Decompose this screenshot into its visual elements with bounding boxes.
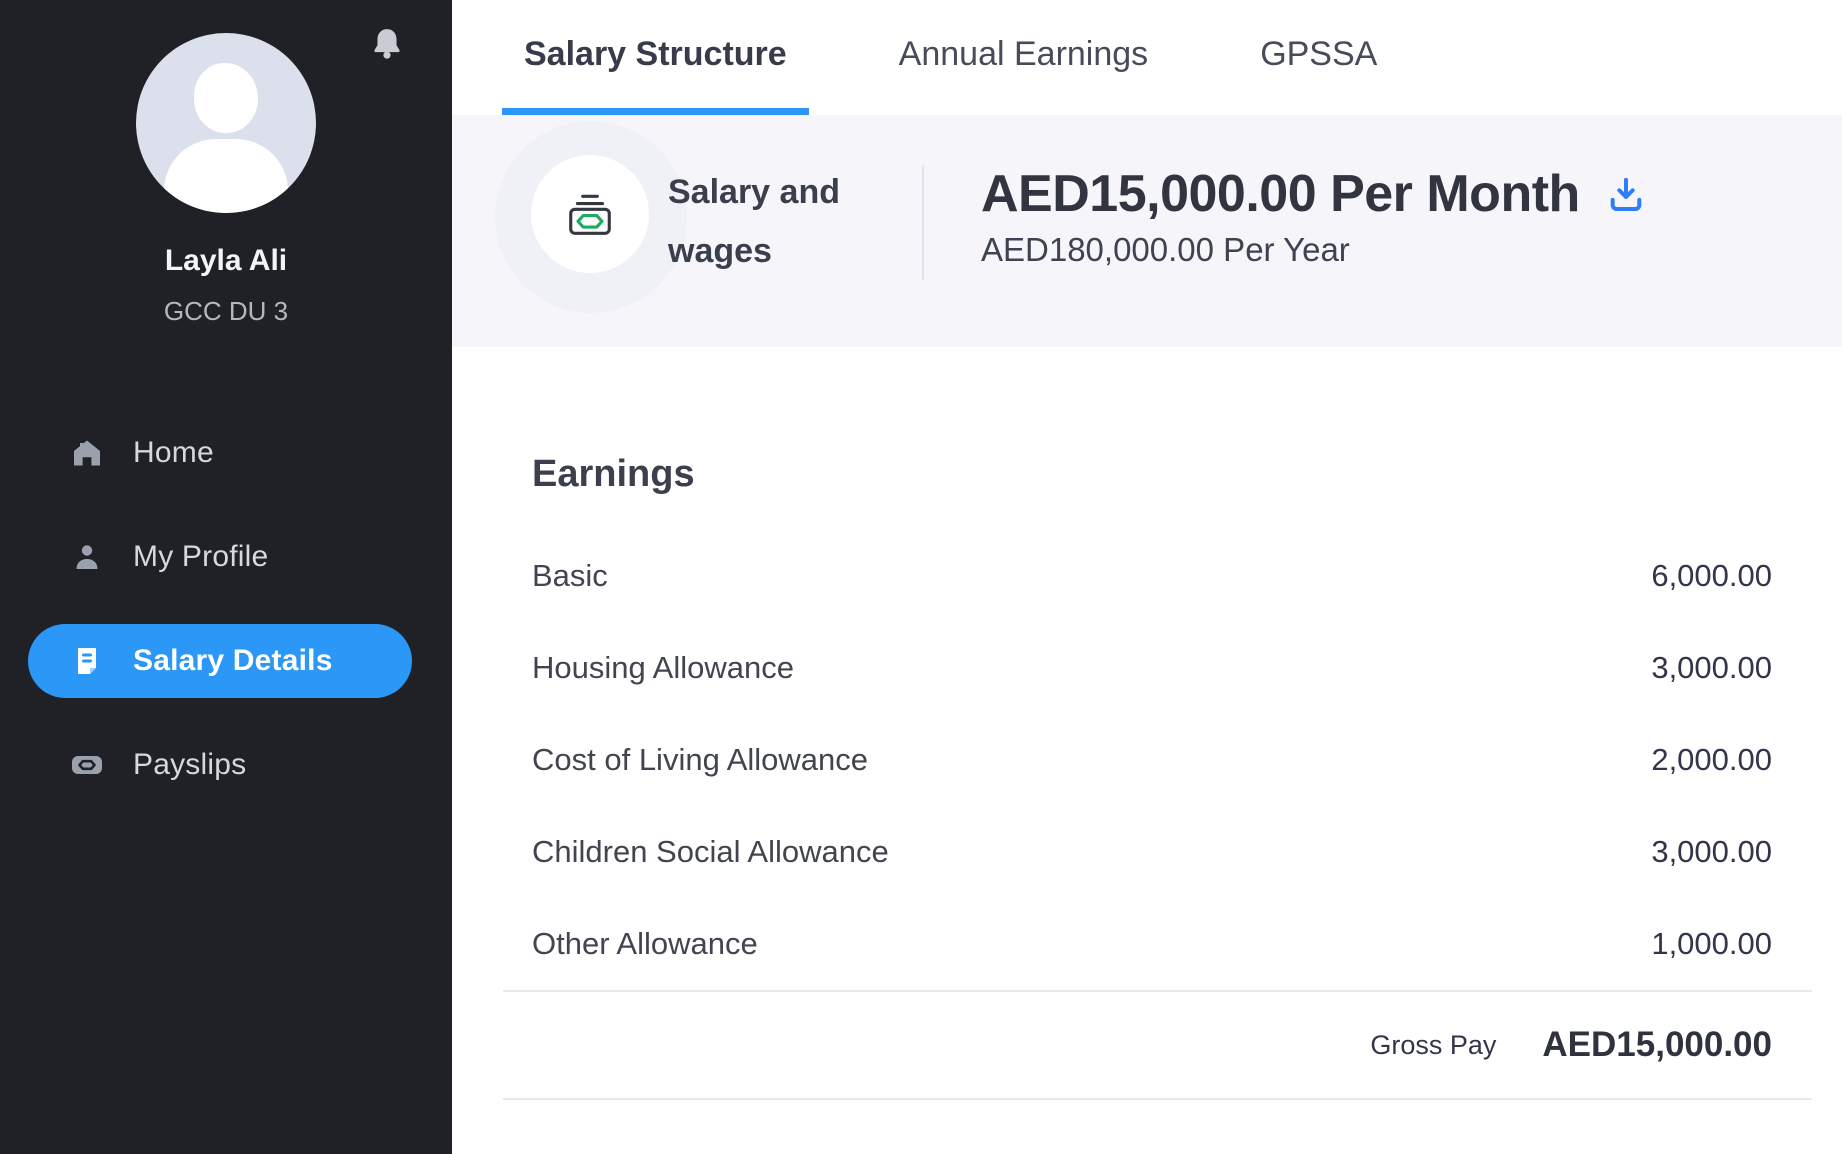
salary-summary-card: Salary and wages AED15,000.00 Per Month …: [452, 115, 1842, 347]
sidebar-item-salary-details[interactable]: Salary Details: [28, 624, 412, 698]
row-label: Basic: [532, 558, 608, 593]
banknote-icon: [70, 748, 104, 782]
home-icon: [70, 436, 104, 470]
tab-annual-earnings[interactable]: Annual Earnings: [898, 34, 1149, 73]
money-icon: [569, 194, 611, 235]
earnings-section: Earnings Basic 6,000.00 Housing Allowanc…: [452, 451, 1842, 1100]
sidebar-item-label: My Profile: [133, 540, 269, 573]
gross-pay-row: Gross Pay AED15,000.00: [532, 992, 1772, 1098]
user-icon: [70, 540, 104, 574]
card-title: Salary and wages: [668, 173, 840, 270]
download-icon: [1610, 177, 1642, 211]
user-name: Layla Ali: [164, 244, 288, 277]
download-button[interactable]: [1606, 174, 1646, 214]
vertical-divider: [922, 165, 924, 280]
gross-pay-value: AED15,000.00: [1542, 1025, 1772, 1064]
sidebar-item-label: Home: [133, 436, 214, 469]
main-content: Salary Structure Annual Earnings GPSSA S…: [452, 0, 1842, 1154]
tab-bar: Salary Structure Annual Earnings GPSSA: [452, 0, 1842, 115]
yearly-salary: AED180,000.00 Per Year: [981, 231, 1350, 268]
earnings-rows: Basic 6,000.00 Housing Allowance 3,000.0…: [532, 530, 1772, 990]
tab-gpssa[interactable]: GPSSA: [1260, 34, 1378, 73]
tab-salary-structure[interactable]: Salary Structure: [502, 0, 809, 115]
avatar-head: [194, 63, 258, 133]
avatar: [136, 33, 316, 213]
row-label: Other Allowance: [532, 926, 758, 961]
row-amount: 3,000.00: [1651, 834, 1772, 869]
row-amount: 6,000.00: [1651, 558, 1772, 593]
sidebar-nav: Home My Profile: [0, 416, 452, 832]
row-label: Housing Allowance: [532, 650, 794, 685]
row-label: Children Social Allowance: [532, 834, 889, 869]
user-team: GCC DU 3: [163, 296, 289, 326]
row-label: Cost of Living Allowance: [532, 742, 869, 777]
row-amount: 1,000.00: [1651, 926, 1772, 961]
sidebar-item-home[interactable]: Home: [28, 416, 412, 490]
divider: [503, 990, 1812, 992]
sidebar-item-label: Salary Details: [133, 644, 333, 677]
table-row: Housing Allowance 3,000.00: [532, 622, 1772, 714]
sidebar-item-my-profile[interactable]: My Profile: [28, 520, 412, 594]
earnings-title: Earnings: [532, 453, 695, 495]
salary-amounts: AED15,000.00 Per Month AED180,000.00 Per…: [981, 163, 1646, 271]
row-amount: 3,000.00: [1651, 650, 1772, 685]
row-amount: 2,000.00: [1651, 742, 1772, 777]
avatar-shoulders: [164, 139, 288, 213]
notifications-bell-icon[interactable]: [370, 26, 404, 62]
bell-icon: [374, 29, 400, 59]
table-row: Children Social Allowance 3,000.00: [532, 806, 1772, 898]
table-row: Basic 6,000.00: [532, 530, 1772, 622]
sidebar-item-label: Payslips: [133, 748, 247, 781]
document-icon: [70, 644, 104, 678]
sidebar-item-payslips[interactable]: Payslips: [28, 728, 412, 802]
table-row: Other Allowance 1,000.00: [532, 898, 1772, 990]
gross-pay-label: Gross Pay: [1370, 1029, 1497, 1060]
sidebar: Layla Ali GCC DU 3 Home: [0, 0, 452, 1154]
divider: [503, 1098, 1812, 1100]
monthly-salary: AED15,000.00 Per Month: [981, 165, 1580, 223]
table-row: Cost of Living Allowance 2,000.00: [532, 714, 1772, 806]
money-icon-circle: [531, 155, 649, 273]
